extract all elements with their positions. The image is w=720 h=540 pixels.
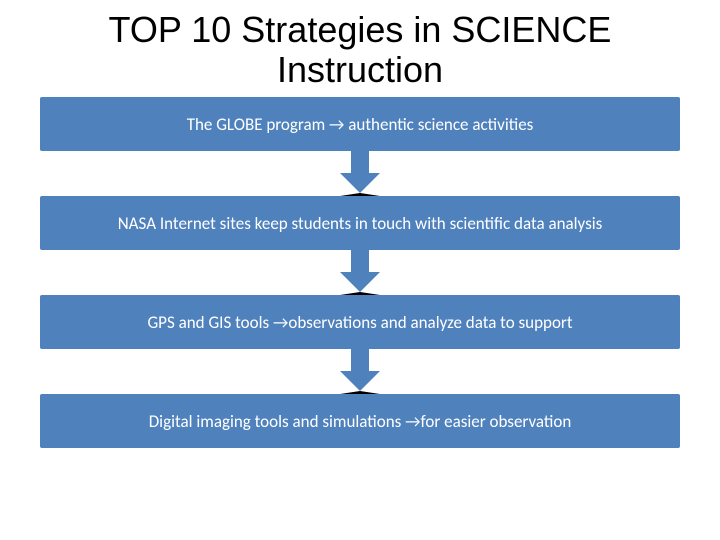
- flow-bar: NASA Internet sites keep students in tou…: [40, 196, 680, 250]
- flow-arrow: [40, 349, 680, 394]
- flow-arrow: [40, 151, 680, 196]
- flow-bar: Digital imaging tools and simulations →f…: [40, 394, 680, 448]
- flow-bar: GPS and GIS tools →observations and anal…: [40, 295, 680, 349]
- page-title: TOP 10 Strategies in SCIENCE Instruction: [0, 0, 720, 97]
- flow-arrow: [40, 250, 680, 295]
- flow-bar: The GLOBE program → authentic science ac…: [40, 97, 680, 151]
- flow-container: The GLOBE program → authentic science ac…: [0, 97, 720, 448]
